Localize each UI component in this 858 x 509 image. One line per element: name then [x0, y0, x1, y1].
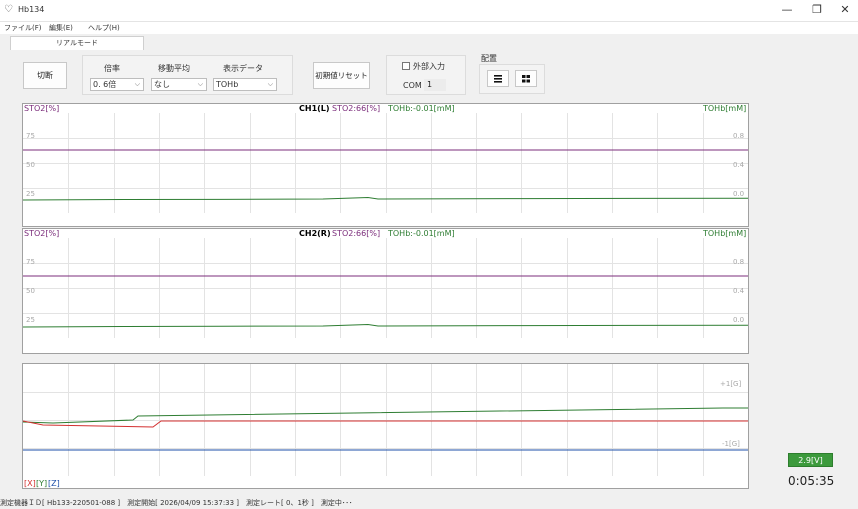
- ch1-tohb-line: [23, 196, 748, 201]
- ch1-rtick-0.4: 0.4: [733, 161, 745, 169]
- voltage-indicator: 2.9[V]: [788, 453, 833, 467]
- ch1-tohb-unit: TOHb[mM]: [703, 104, 747, 113]
- display-data-label: 表示データ: [223, 64, 263, 73]
- ch2-ytick-75: 75: [26, 258, 35, 266]
- display-data-value: TOHb: [216, 80, 239, 89]
- moving-average-value: なし: [154, 80, 170, 89]
- accel-legend-y: [Y]: [36, 479, 48, 488]
- app-icon: ♡: [4, 4, 13, 15]
- chevron-down-icon: ⌵: [134, 80, 140, 88]
- reset-initial-button[interactable]: 初期値リセット: [313, 62, 370, 89]
- tab-strip: [0, 34, 858, 50]
- chevron-down-icon: ⌵: [267, 80, 273, 88]
- ch1-ytick-50: 50: [26, 161, 35, 169]
- ch1-tohb-value: TOHb:-0.01[mM]: [388, 104, 455, 113]
- accel-legend-z: [Z]: [48, 479, 60, 488]
- magnification-value: 0. 6倍: [93, 80, 117, 89]
- layout-label: 配置: [481, 54, 497, 63]
- accel-grid: [23, 364, 748, 476]
- minimize-button[interactable]: —: [781, 3, 793, 16]
- layout-rows-button[interactable]: [487, 70, 509, 87]
- magnification-select[interactable]: 0. 6倍 ⌵: [90, 78, 144, 91]
- com-label: COM: [403, 81, 422, 90]
- accel-tick-bottom: -1[G]: [722, 440, 740, 448]
- rows-layout-icon: [494, 75, 502, 83]
- accel-y-line: [23, 407, 748, 424]
- grid-layout-icon: [522, 75, 530, 83]
- ch2-grid: [23, 238, 748, 338]
- ch1-sto2-unit: STO2[%]: [24, 104, 60, 113]
- maximize-button[interactable]: ❐: [812, 3, 822, 16]
- ch2-sto2-unit: STO2[%]: [24, 229, 60, 238]
- ch1-ytick-25: 25: [26, 190, 35, 198]
- menu-file[interactable]: ファイル(F): [4, 24, 42, 32]
- ch2-tohb-unit: TOHb[mM]: [703, 229, 747, 238]
- ch1-ytick-75: 75: [26, 132, 35, 140]
- accel-legend-x: [X]: [24, 479, 36, 488]
- display-data-select[interactable]: TOHb ⌵: [213, 78, 277, 91]
- menu-edit[interactable]: 編集(E): [49, 24, 73, 32]
- accel-chart-panel: [22, 363, 749, 489]
- accel-x-line: [23, 420, 748, 428]
- ch2-rtick-0.0: 0.0: [733, 316, 745, 324]
- menu-help[interactable]: ヘルプ(H): [88, 24, 120, 32]
- ch1-chart-panel: [22, 103, 749, 227]
- elapsed-time: 0:05:35: [788, 474, 835, 488]
- ch2-chart-panel: [22, 228, 749, 354]
- menu-bar: ファイル(F) 編集(E) ヘルプ(H): [0, 22, 858, 34]
- ch2-tohb-line: [23, 323, 748, 328]
- layout-grid-button[interactable]: [515, 70, 537, 87]
- close-button[interactable]: ✕: [840, 3, 850, 16]
- title-bar: ♡ Hb134 — ❐ ✕: [0, 0, 858, 22]
- ch1-rtick-0.0: 0.0: [733, 190, 745, 198]
- ch2-ytick-25: 25: [26, 316, 35, 324]
- ch2-sto2-value: STO2:66[%]: [332, 229, 381, 238]
- ch2-tohb-value: TOHb:-0.01[mM]: [388, 229, 455, 238]
- window-title: Hb134: [18, 5, 45, 14]
- status-bar: 測定機器ＩＤ[ Hb133-220501-088 ] 測定開始[ 2026/04…: [0, 497, 858, 509]
- ch2-title: CH2(R): [299, 229, 331, 238]
- ch2-rtick-0.8: 0.8: [733, 258, 745, 266]
- chevron-down-icon: ⌵: [197, 80, 203, 88]
- external-input-label: 外部入力: [413, 62, 445, 71]
- ch1-sto2-value: STO2:66[%]: [332, 104, 381, 113]
- moving-average-label: 移動平均: [158, 64, 190, 73]
- ch1-rtick-0.8: 0.8: [733, 132, 745, 140]
- moving-average-select[interactable]: なし ⌵: [151, 78, 207, 91]
- external-input-checkbox[interactable]: [402, 62, 410, 70]
- ch2-rtick-0.4: 0.4: [733, 287, 745, 295]
- magnification-label: 倍率: [104, 64, 120, 73]
- accel-tick-top: +1[G]: [720, 380, 742, 388]
- ch2-ytick-50: 50: [26, 287, 35, 295]
- com-port-value: 1: [424, 79, 446, 91]
- ch1-title: CH1(L): [299, 104, 330, 113]
- disconnect-button[interactable]: 切断: [23, 62, 67, 89]
- tab-realtime-mode[interactable]: リアルモード: [10, 36, 144, 50]
- ch1-grid: [23, 113, 748, 213]
